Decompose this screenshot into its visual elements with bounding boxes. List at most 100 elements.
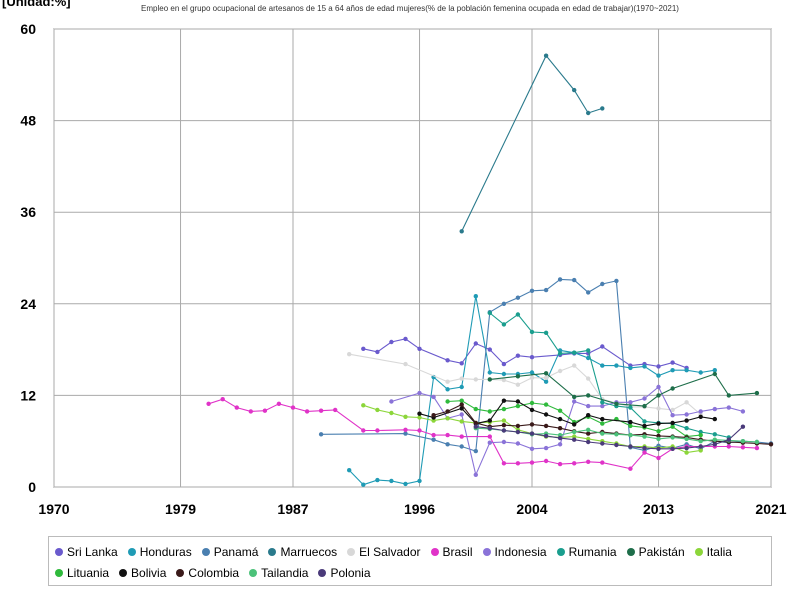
data-point [361, 428, 366, 433]
data-point [501, 423, 507, 428]
data-point [572, 399, 577, 404]
data-point [543, 433, 549, 439]
data-point [642, 396, 647, 401]
data-point [431, 437, 436, 442]
data-point [712, 371, 717, 377]
data-point [698, 429, 703, 435]
legend-item: Panamá [201, 541, 258, 562]
data-point [501, 439, 507, 445]
y-tick-label: 36 [20, 204, 36, 220]
data-point [698, 370, 703, 375]
data-point [600, 344, 605, 349]
data-point [431, 432, 436, 438]
data-point [206, 401, 211, 406]
data-point [445, 358, 450, 363]
data-point [670, 413, 675, 418]
data-point [656, 364, 661, 369]
data-point [586, 110, 591, 116]
data-point [459, 361, 464, 366]
data-point [515, 374, 521, 379]
legend-swatch [626, 547, 635, 556]
data-point [600, 281, 605, 287]
data-point [586, 436, 591, 442]
data-point [670, 435, 675, 440]
data-point [698, 439, 703, 444]
data-point [473, 420, 478, 426]
data-point [459, 376, 464, 381]
data-point [445, 409, 450, 414]
data-point [515, 429, 521, 435]
series-honduras [347, 294, 717, 487]
data-point [754, 445, 760, 451]
data-point [529, 431, 535, 436]
unit-label: [Unidad:%] [2, 0, 71, 9]
data-point [698, 414, 703, 419]
data-point [656, 429, 661, 434]
data-point [403, 481, 408, 487]
data-point [614, 432, 619, 437]
series-polonia [473, 424, 746, 451]
data-point [403, 431, 408, 436]
legend-item: Sri Lanka [55, 541, 118, 562]
data-point [459, 406, 464, 411]
legend-item: Pakistán [626, 541, 685, 562]
legend-item: Italia [694, 541, 732, 562]
data-point [656, 455, 661, 461]
data-point [347, 352, 352, 357]
axis-tick-labels: 0 12 24 36 48 60 1970 1979 1987 1996 2004 2013 2021 [20, 21, 786, 517]
line-chart: 0 12 24 36 48 60 1970 1979 1987 1996 2004 2013 2021 [20, 21, 786, 517]
data-point [572, 434, 577, 439]
data-point [515, 382, 521, 387]
data-point [234, 405, 239, 410]
data-point [501, 461, 507, 466]
data-point [529, 288, 535, 293]
legend-swatch [430, 547, 439, 556]
data-point [684, 418, 689, 423]
legend-item: Tailandia [249, 562, 308, 583]
data-point [557, 435, 563, 441]
data-point [459, 398, 464, 403]
data-point [487, 370, 492, 375]
data-point [389, 399, 394, 404]
series-sri-lanka [361, 336, 689, 371]
legend-swatch [55, 547, 63, 556]
data-point [586, 290, 591, 295]
data-point [670, 360, 675, 365]
data-point [473, 377, 478, 382]
data-point [572, 277, 577, 283]
data-point [529, 355, 535, 360]
data-point [473, 294, 478, 299]
data-point [487, 409, 492, 414]
data-point [276, 401, 282, 406]
data-point [529, 407, 535, 413]
data-point [642, 364, 647, 369]
data-point [417, 411, 422, 416]
data-point [459, 412, 464, 417]
data-point [473, 448, 478, 454]
data-point [712, 442, 717, 447]
x-tick-label: 1970 [38, 501, 69, 517]
data-point [529, 370, 535, 375]
x-tick-label: 1987 [277, 501, 308, 517]
data-point [318, 432, 324, 437]
data-point [754, 439, 760, 445]
data-point [543, 458, 549, 464]
legend-swatch [268, 547, 277, 556]
data-point [642, 419, 647, 424]
data-point [557, 277, 563, 282]
data-point [642, 450, 647, 455]
series-rumania [487, 310, 731, 440]
data-point [515, 399, 521, 404]
series-lines [206, 53, 774, 487]
data-point [712, 416, 717, 422]
data-point [628, 444, 633, 449]
data-point [684, 445, 689, 451]
data-point [543, 423, 549, 429]
data-point [431, 418, 436, 423]
data-point [431, 413, 436, 418]
data-point [656, 446, 661, 451]
data-point [740, 445, 746, 450]
x-tick-label: 2004 [516, 501, 547, 517]
data-point [515, 423, 521, 429]
data-point [684, 436, 689, 442]
